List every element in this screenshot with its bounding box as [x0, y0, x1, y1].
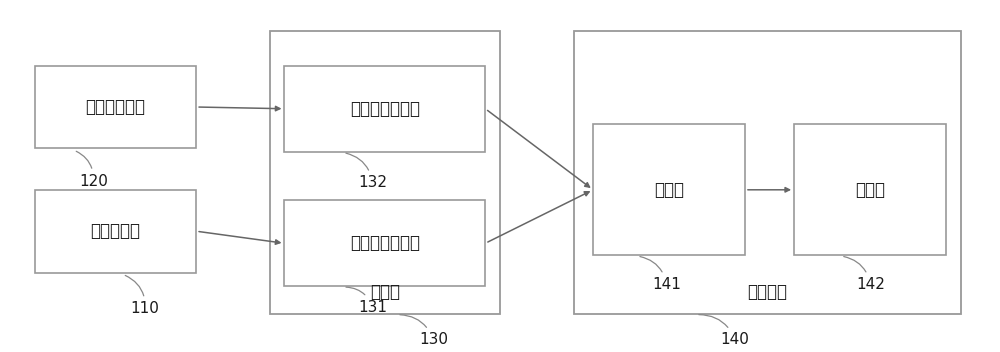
- Bar: [794, 124, 946, 255]
- Bar: [593, 124, 745, 255]
- Text: 车速传感器: 车速传感器: [90, 222, 140, 240]
- Text: 显示仪表: 显示仪表: [747, 283, 787, 301]
- Text: 130: 130: [400, 315, 448, 347]
- Text: 电流检测装置: 电流检测装置: [85, 98, 145, 116]
- Bar: [34, 190, 196, 272]
- Bar: [34, 65, 196, 149]
- Bar: [270, 31, 500, 314]
- Text: 120: 120: [76, 151, 108, 189]
- Bar: [284, 200, 485, 287]
- Text: 110: 110: [125, 275, 160, 316]
- Text: 140: 140: [699, 315, 750, 347]
- Text: 显示器: 显示器: [855, 181, 885, 199]
- Text: 运算器: 运算器: [654, 181, 684, 199]
- Text: 142: 142: [844, 257, 885, 292]
- Text: 131: 131: [346, 287, 387, 315]
- Text: 第一模数转换器: 第一模数转换器: [350, 234, 420, 252]
- Text: 132: 132: [346, 153, 387, 190]
- Text: 第二模数转换器: 第二模数转换器: [350, 100, 420, 118]
- Text: 控制器: 控制器: [370, 283, 400, 301]
- Bar: [284, 65, 485, 152]
- Text: 141: 141: [640, 257, 681, 292]
- Bar: [574, 31, 961, 314]
